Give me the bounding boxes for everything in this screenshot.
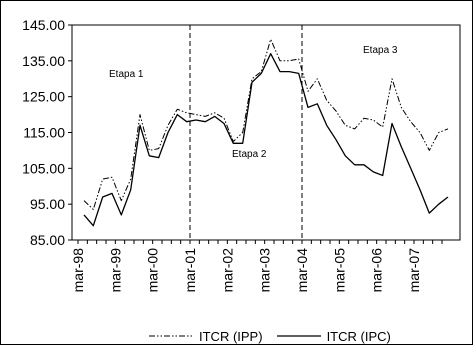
x-tick-label: mar-05 <box>331 248 347 293</box>
legend-swatch-ipc <box>276 335 321 337</box>
y-tick-label: 115.00 <box>23 125 65 141</box>
plot-area-border <box>71 24 461 241</box>
legend-label-ipp: ITCR (IPP) <box>199 328 263 344</box>
y-tick-label: 105.00 <box>22 160 65 176</box>
x-tick-label: mar-03 <box>257 248 273 293</box>
x-axis-ticks: mar-98 mar-99 mar-00 mar-01 mar-02 mar-03 mar-… <box>70 240 443 293</box>
data-series <box>83 38 449 227</box>
y-tick-label: 95.00 <box>30 196 65 212</box>
legend-item-ipp: ITCR (IPP) <box>149 329 263 344</box>
period-dividers <box>189 25 303 240</box>
line-chart: 85.00 95.00 105.00 115.00 125.00 135.00 145.00… <box>22 17 461 293</box>
legend-swatch-ipp <box>149 335 193 337</box>
y-tick-label: 125.00 <box>22 89 65 105</box>
y-tick-label: 145.00 <box>22 17 65 33</box>
series-line-itcr-ipp <box>83 38 449 210</box>
y-tick-label: 135.00 <box>22 53 65 69</box>
x-tick-label: mar-99 <box>107 248 123 293</box>
y-tick-label: 85.00 <box>30 232 65 248</box>
period-annotations: Etapa 1 Etapa 2 Etapa 3 <box>109 45 398 160</box>
x-tick-label: mar-98 <box>70 248 86 293</box>
y-axis-ticks: 85.00 95.00 105.00 115.00 125.00 135.00 145.00 <box>22 17 72 248</box>
x-tick-label: mar-04 <box>294 248 310 293</box>
x-tick-label: mar-02 <box>219 248 235 293</box>
legend: ITCR (IPP) ITCR (IPC) <box>149 328 405 344</box>
x-tick-label: mar-07 <box>406 248 422 293</box>
legend-item-ipc: ITCR (IPC) <box>276 328 391 344</box>
legend-label-ipc: ITCR (IPC) <box>326 328 391 344</box>
period-annotation: Etapa 2 <box>232 149 267 160</box>
x-tick-label: mar-06 <box>369 248 385 293</box>
period-annotation: Etapa 1 <box>109 69 144 80</box>
x-tick-label: mar-00 <box>145 248 161 293</box>
series-line-itcr-ipc <box>83 53 449 227</box>
x-tick-label: mar-01 <box>182 248 198 293</box>
period-annotation: Etapa 3 <box>363 45 398 56</box>
